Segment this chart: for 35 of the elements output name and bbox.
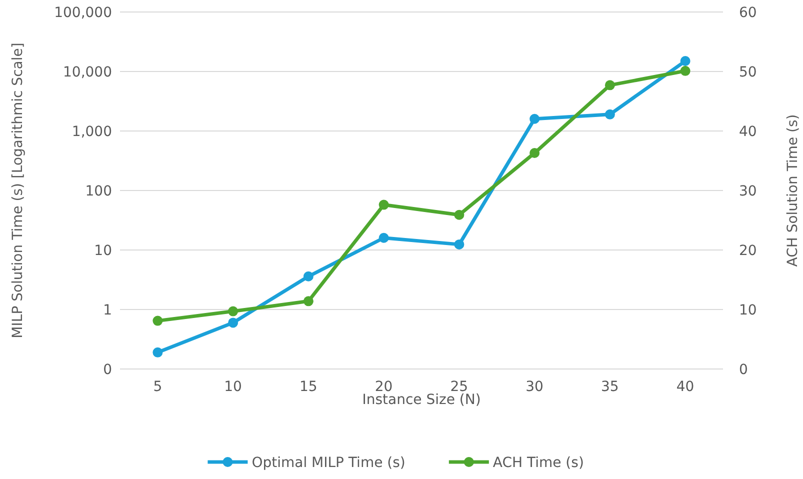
y-tick-label: 1 bbox=[103, 302, 112, 318]
y-tick-label: 1,000 bbox=[72, 124, 112, 140]
y2-tick-label: 40 bbox=[739, 124, 757, 140]
x-tick-label: 40 bbox=[676, 379, 694, 395]
point bbox=[378, 232, 389, 243]
point bbox=[152, 347, 163, 358]
x-tick-label: 25 bbox=[450, 379, 468, 395]
point bbox=[604, 109, 615, 120]
y-tick-label: 100 bbox=[85, 183, 112, 200]
point bbox=[454, 239, 464, 250]
point bbox=[303, 271, 314, 282]
point bbox=[530, 114, 540, 124]
y2-tick-label: 60 bbox=[739, 4, 757, 21]
point bbox=[680, 56, 690, 66]
legend-label: ACH Time (s) bbox=[492, 454, 584, 471]
y2-tick-label: 0 bbox=[739, 362, 748, 378]
y-tick-label: 100,000 bbox=[54, 4, 112, 21]
x-axis-title: Instance Size (N) bbox=[362, 392, 481, 408]
point bbox=[228, 318, 238, 328]
x-tick-label: 20 bbox=[374, 379, 393, 395]
x-tick-label: 10 bbox=[224, 379, 242, 395]
y2-tick-label: 30 bbox=[739, 183, 757, 200]
y-tick-label: 0 bbox=[103, 362, 112, 378]
y2-axis-title: ACH Solution Time (s) bbox=[785, 114, 801, 267]
y2-tick-label: 20 bbox=[739, 242, 757, 259]
y-axis-title: MILP Solution Time (s) [Logarithmic Scale] bbox=[10, 42, 26, 338]
y2-tick-label: 50 bbox=[739, 64, 757, 80]
y-tick-label: 10 bbox=[94, 242, 112, 259]
y2-tick-label: 10 bbox=[739, 302, 757, 318]
y-tick-label: 10,000 bbox=[63, 64, 112, 80]
legend-label: Optimal MILP Time (s) bbox=[252, 454, 406, 471]
x-tick-label: 15 bbox=[300, 379, 318, 395]
x-tick-label: 30 bbox=[526, 379, 544, 395]
x-tick-label: 5 bbox=[153, 379, 162, 395]
x-tick-label: 35 bbox=[601, 379, 619, 395]
